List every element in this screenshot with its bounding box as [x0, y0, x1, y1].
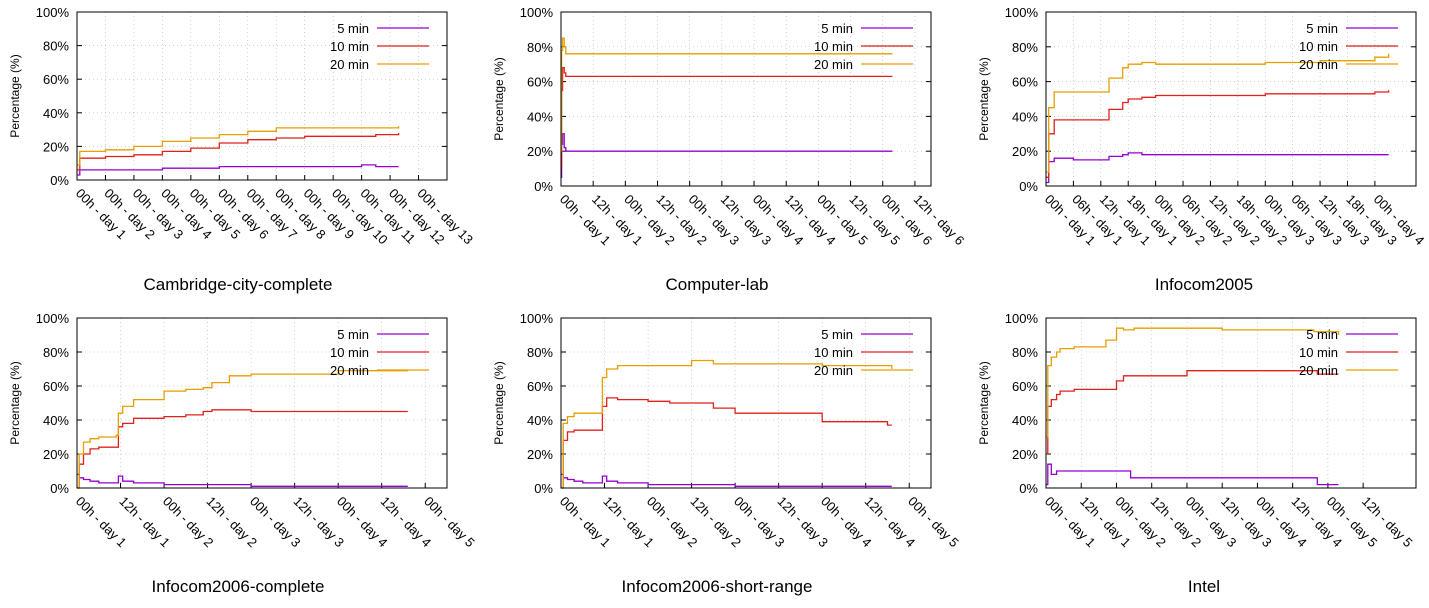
y-tick-label: 80% [1012, 345, 1038, 360]
y-axis-label: Percentage (%) [492, 361, 506, 444]
y-tick-label: 20% [1012, 144, 1038, 159]
y-axis-label: Percentage (%) [977, 361, 991, 444]
y-tick-label: 60% [527, 379, 553, 394]
y-tick-label: 100% [1005, 311, 1039, 326]
y-tick-label: 0% [1019, 179, 1038, 194]
panel-caption: Computer-lab [666, 275, 769, 294]
legend-label: 5 min [821, 21, 853, 36]
legend-label: 10 min [814, 345, 853, 360]
y-tick-label: 100% [1005, 5, 1039, 20]
legend-label: 5 min [1306, 327, 1338, 342]
legend-label: 5 min [821, 327, 853, 342]
y-tick-label: 20% [527, 144, 553, 159]
plot-frame [1045, 317, 1417, 489]
y-tick-label: 40% [43, 413, 69, 428]
panel-caption: Cambridge-city-complete [144, 275, 333, 294]
y-tick-label: 100% [520, 311, 554, 326]
legend-label: 10 min [814, 39, 853, 54]
series-line-20-min [561, 359, 893, 489]
series-line-10-min [1046, 370, 1339, 455]
y-tick-label: 100% [520, 5, 554, 20]
series-line-10-min [1046, 90, 1390, 178]
y-tick-label: 80% [43, 345, 69, 360]
series-line-5-min [1046, 463, 1339, 486]
legend-label: 10 min [330, 39, 369, 54]
y-tick-label: 60% [43, 379, 69, 394]
legend-label: 20 min [1299, 57, 1338, 72]
series-line-10-min [560, 67, 893, 170]
y-tick-label: 80% [527, 345, 553, 360]
series-line-5-min [77, 164, 399, 176]
y-tick-label: 0% [50, 481, 69, 496]
y-tick-label: 20% [43, 139, 69, 154]
series-line-10-min [77, 409, 408, 489]
y-tick-label: 60% [1012, 379, 1038, 394]
legend-label: 5 min [337, 21, 369, 36]
y-tick-label: 80% [527, 40, 553, 55]
y-tick-label: 20% [1012, 447, 1038, 462]
y-tick-label: 40% [1012, 109, 1038, 124]
series-line-20-min [1046, 327, 1340, 438]
legend-label: 20 min [1299, 363, 1338, 378]
panel-caption: Infocom2006-short-range [622, 577, 813, 596]
y-tick-label: 100% [36, 5, 70, 20]
series-line-20-min [560, 37, 893, 152]
legend-label: 10 min [330, 345, 369, 360]
legend-label: 5 min [337, 327, 369, 342]
y-tick-label: 80% [1012, 40, 1038, 55]
y-tick-label: 100% [36, 311, 70, 326]
y-tick-label: 60% [527, 75, 553, 90]
y-tick-label: 0% [1019, 481, 1038, 496]
y-tick-label: 40% [43, 106, 69, 121]
legend-label: 20 min [814, 57, 853, 72]
y-axis-label: Percentage (%) [8, 54, 22, 137]
series-line-5-min [1046, 152, 1389, 184]
y-tick-label: 0% [50, 173, 69, 188]
series-line-5-min [561, 473, 892, 487]
legend-label: 10 min [1299, 39, 1338, 54]
panel-caption: Infocom2006-complete [152, 577, 325, 596]
plot-frame [1045, 11, 1417, 187]
y-tick-label: 80% [43, 39, 69, 54]
y-tick-label: 40% [527, 413, 553, 428]
series-line-5-min [560, 133, 893, 178]
series-line-20-min [77, 126, 400, 166]
panel-caption: Infocom2005 [1155, 275, 1253, 294]
series-line-5-min [77, 473, 408, 487]
legend-label: 5 min [1306, 21, 1338, 36]
y-tick-label: 60% [43, 72, 69, 87]
y-axis-label: Percentage (%) [492, 57, 506, 140]
legend-label: 20 min [814, 363, 853, 378]
y-tick-label: 20% [43, 447, 69, 462]
plot-frame [76, 317, 448, 489]
y-axis-label: Percentage (%) [8, 361, 22, 444]
y-tick-label: 0% [534, 179, 553, 194]
y-axis-label: Percentage (%) [977, 57, 991, 140]
y-tick-label: 20% [527, 447, 553, 462]
y-tick-label: 40% [527, 109, 553, 124]
y-tick-label: 0% [534, 481, 553, 496]
y-tick-label: 40% [1012, 413, 1038, 428]
panel-caption: Intel [1188, 577, 1220, 596]
y-tick-label: 60% [1012, 75, 1038, 90]
series-line-10-min [77, 133, 400, 171]
plot-frame [560, 11, 932, 187]
series-line-20-min [1046, 53, 1390, 173]
legend-label: 20 min [330, 363, 369, 378]
legend-label: 10 min [1299, 345, 1338, 360]
plot-frame [76, 11, 448, 181]
plot-frame [560, 317, 932, 489]
legend-label: 20 min [330, 57, 369, 72]
series-line-10-min [561, 397, 892, 489]
series-line-20-min [77, 370, 408, 489]
